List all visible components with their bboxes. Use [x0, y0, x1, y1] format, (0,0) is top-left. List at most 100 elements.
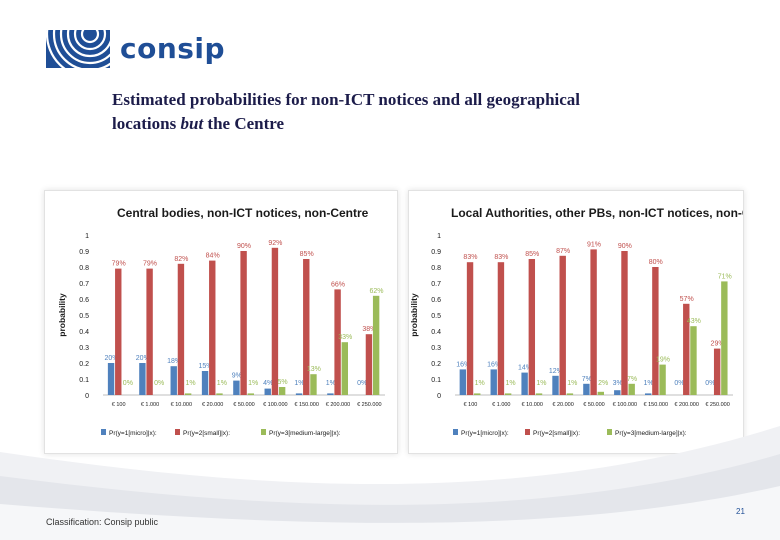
y-tick-label: 0.2: [431, 361, 441, 368]
x-tick-label: € 150.000: [294, 402, 318, 408]
x-tick-label: € 250.000: [357, 402, 381, 408]
y-tick-label: 0.1: [431, 377, 441, 384]
y-tick-label: 0.8: [431, 265, 441, 272]
bar-micro: [201, 371, 209, 395]
data-label: 79%: [143, 261, 157, 268]
bar-small: [683, 303, 690, 395]
legend-entry: Pr(y=3[medium-large]|x):: [269, 430, 341, 437]
bar-medium-large: [474, 393, 481, 395]
bar-medium-large: [721, 281, 728, 395]
bar-small: [497, 262, 505, 395]
y-tick-label: 0.9: [79, 249, 89, 256]
bar-micro: [490, 369, 497, 395]
bar-medium-large: [216, 393, 223, 395]
x-tick-label: € 100: [464, 402, 478, 408]
bar-medium-large: [659, 364, 666, 395]
y-tick-label: 0.2: [79, 361, 89, 368]
data-label: 62%: [370, 288, 384, 295]
y-tick-label: 0.6: [431, 297, 441, 304]
data-label: 91%: [587, 241, 601, 248]
y-tick-label: 0.3: [79, 345, 89, 352]
bar-small: [271, 247, 279, 395]
x-tick-label: € 10.000: [522, 402, 543, 408]
data-label: 13%: [307, 366, 321, 373]
bar-micro: [327, 393, 334, 395]
data-label: 82%: [174, 256, 188, 263]
x-tick-label: € 150.000: [644, 402, 668, 408]
data-label: 38%: [362, 326, 376, 333]
data-label: 0%: [705, 380, 715, 387]
bar-micro: [233, 380, 240, 395]
bar-small: [621, 251, 628, 395]
chart-title: Central bodies, non-ICT notices, non-Cen…: [117, 206, 369, 220]
bar-micro: [644, 393, 652, 395]
bar-small: [590, 249, 597, 395]
data-label: 1%: [185, 380, 195, 387]
chart-panel-local-authorities: Local Authorities, other PBs, non-ICT no…: [408, 190, 780, 454]
bar-small: [559, 255, 566, 395]
data-label: 83%: [463, 254, 477, 261]
y-tick-label: 0.3: [431, 345, 441, 352]
bar-small: [209, 260, 216, 395]
y-tick-label: 0: [437, 393, 441, 400]
data-label: 1%: [644, 380, 654, 387]
bar-micro: [295, 393, 303, 395]
data-label: 7%: [582, 376, 592, 383]
bar-medium-large: [310, 374, 317, 395]
data-label: 1%: [326, 380, 336, 387]
y-tick-label: 1: [85, 233, 89, 240]
bar-micro: [614, 390, 621, 395]
legend-entry: Pr(y=2[small]|x):: [183, 430, 230, 437]
data-label: 20%: [136, 355, 150, 362]
data-label: 12%: [549, 368, 563, 375]
bar-micro: [170, 366, 177, 395]
chart-local-authorities: Local Authorities, other PBs, non-ICT no…: [409, 206, 780, 437]
legend-swatch: [175, 429, 180, 435]
legend-entry: Pr(y=1[micro]|x):: [109, 430, 157, 437]
x-tick-label: € 50.000: [233, 402, 254, 408]
data-label: 15%: [198, 363, 212, 370]
data-label: 85%: [300, 251, 314, 258]
data-label: 1%: [248, 380, 258, 387]
data-label: 90%: [237, 243, 251, 250]
data-label: 9%: [232, 373, 242, 380]
legend-swatch: [607, 429, 612, 435]
legend-entry: Pr(y=3[medium-large]|x):: [615, 430, 687, 437]
bar-medium-large: [372, 295, 380, 395]
legend-swatch: [261, 429, 266, 435]
bar-small: [177, 263, 185, 395]
title-line-1: Estimated probabilities for non-ICT noti…: [112, 90, 581, 109]
data-label: 19%: [656, 357, 670, 364]
title-line-2-end: the Centre: [203, 114, 285, 133]
footer-classification: Classification: Consip public: [46, 517, 159, 527]
data-label: 1%: [294, 380, 304, 387]
y-axis-label: probability: [409, 293, 419, 337]
data-label: 20%: [104, 355, 118, 362]
bar-small: [528, 259, 536, 395]
bar-small: [713, 348, 721, 395]
bar-micro: [139, 363, 146, 395]
y-tick-label: 0.5: [431, 313, 441, 320]
chart-title: Local Authorities, other PBs, non-ICT no…: [451, 206, 743, 220]
y-tick-label: 0: [85, 393, 89, 400]
bar-micro: [107, 363, 115, 395]
y-tick-label: 0.1: [79, 377, 89, 384]
bar-medium-large: [504, 393, 512, 395]
x-tick-label: € 200.000: [674, 402, 698, 408]
consip-logo: consip: [46, 26, 226, 70]
chart-central-bodies: Central bodies, non-ICT notices, non-Cen…: [57, 206, 385, 437]
x-tick-label: € 20.000: [202, 402, 223, 408]
data-label: 87%: [556, 248, 570, 255]
y-tick-label: 0.5: [79, 313, 89, 320]
legend-swatch: [101, 429, 106, 435]
title-line-2-start: locations: [112, 114, 181, 133]
x-tick-label: € 200.000: [326, 402, 350, 408]
bar-micro: [552, 375, 559, 395]
slide-title: Estimated probabilities for non-ICT noti…: [112, 88, 712, 136]
data-label: 1%: [475, 380, 485, 387]
data-label: 5%: [277, 379, 287, 386]
x-tick-label: € 1.000: [141, 402, 159, 408]
data-label: 57%: [680, 296, 694, 303]
bar-small: [334, 289, 341, 395]
bar-small: [365, 334, 373, 395]
